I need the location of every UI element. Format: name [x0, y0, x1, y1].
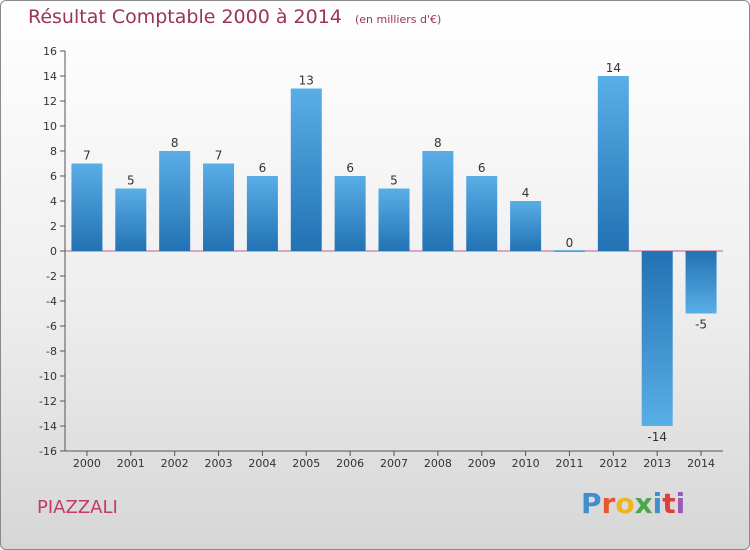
logo-letter: P: [581, 487, 602, 520]
bar-2000[interactable]: [71, 163, 103, 252]
x-tick-label: 2003: [205, 457, 233, 470]
y-tick-label: 0: [50, 245, 57, 258]
bar-2011[interactable]: [553, 250, 585, 252]
x-tick-label: 2008: [424, 457, 452, 470]
data-label-2002: 8: [171, 136, 179, 150]
y-tick-label: 8: [50, 145, 57, 158]
y-tick-label: -10: [39, 370, 57, 383]
y-tick-label: -12: [39, 395, 57, 408]
data-label-2000: 7: [83, 149, 91, 163]
y-tick-label: -8: [46, 345, 57, 358]
bar-2002[interactable]: [159, 151, 191, 251]
bar-2012[interactable]: [597, 76, 629, 251]
y-tick-label: 2: [50, 220, 57, 233]
y-tick-label: -4: [46, 295, 57, 308]
bar-2013[interactable]: [641, 251, 673, 426]
data-label-2014: -5: [695, 318, 707, 332]
y-tick-label: -6: [46, 320, 57, 333]
x-tick-label: 2002: [161, 457, 189, 470]
bar-2008[interactable]: [422, 151, 454, 251]
bar-2010[interactable]: [510, 201, 542, 251]
y-tick-label: -16: [39, 445, 57, 458]
bar-2006[interactable]: [334, 176, 366, 251]
data-label-2007: 5: [390, 174, 398, 188]
bar-2007[interactable]: [378, 188, 410, 252]
x-tick-label: 2010: [512, 457, 540, 470]
data-label-2010: 4: [522, 186, 530, 200]
x-tick-label: 2000: [73, 457, 101, 470]
x-tick-label: 2009: [468, 457, 496, 470]
data-label-2009: 6: [478, 161, 486, 175]
y-tick-label: 4: [50, 195, 57, 208]
logo-letter: i: [652, 487, 663, 520]
x-tick-label: 2011: [555, 457, 583, 470]
data-label-2005: 13: [299, 74, 314, 88]
y-tick-label: 12: [43, 95, 57, 108]
logo-letter: x: [634, 487, 653, 520]
data-label-2013: -14: [647, 430, 667, 444]
data-label-2004: 6: [259, 161, 267, 175]
bar-2009[interactable]: [466, 176, 498, 251]
chart-unit: (en milliers d'€): [354, 13, 442, 26]
bar-2001[interactable]: [115, 188, 147, 252]
y-tick-label: -2: [46, 270, 57, 283]
x-tick-label: 2014: [687, 457, 715, 470]
y-tick-label: 6: [50, 170, 57, 183]
title-row: Résultat Comptable 2000 à 2014 (en milli…: [28, 6, 441, 28]
chart-title: Résultat Comptable 2000 à 2014: [28, 6, 342, 28]
x-tick-label: 2013: [643, 457, 671, 470]
commune-name: PIAZZALI: [37, 497, 118, 518]
data-label-2011: 0: [566, 236, 574, 250]
y-tick-label: 16: [43, 45, 57, 58]
data-label-2012: 14: [606, 61, 621, 75]
x-tick-label: 2007: [380, 457, 408, 470]
x-tick-label: 2012: [599, 457, 627, 470]
logo-letter: i: [675, 487, 686, 520]
y-tick-label: -14: [39, 420, 57, 433]
x-tick-label: 2001: [117, 457, 145, 470]
y-tick-label: 10: [43, 120, 57, 133]
x-tick-label: 2006: [336, 457, 364, 470]
x-tick-label: 2004: [248, 457, 276, 470]
data-label-2003: 7: [215, 149, 223, 163]
data-label-2008: 8: [434, 136, 442, 150]
logo-letter: t: [662, 487, 676, 520]
bar-2014[interactable]: [685, 251, 717, 314]
data-label-2006: 6: [346, 161, 354, 175]
y-tick-label: 14: [43, 70, 57, 83]
logo-letter: r: [601, 487, 616, 520]
bar-2003[interactable]: [203, 163, 235, 252]
bar-2004[interactable]: [246, 176, 278, 251]
data-label-2001: 5: [127, 174, 135, 188]
logo-letter: o: [615, 487, 635, 520]
x-tick-label: 2005: [292, 457, 320, 470]
proxiti-logo[interactable]: Proxiti: [581, 487, 685, 520]
bar-2005[interactable]: [290, 88, 322, 252]
